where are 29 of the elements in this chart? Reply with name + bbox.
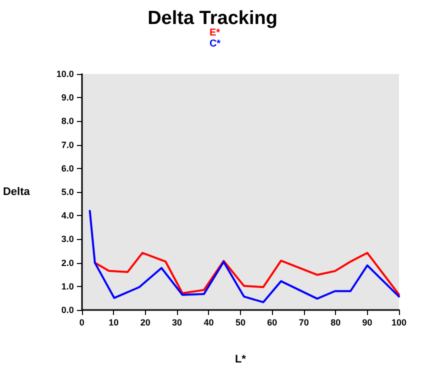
- y-tick-label: 5.0: [61, 187, 74, 197]
- y-tick-label: 4.0: [61, 210, 74, 221]
- line-series: [94, 252, 400, 296]
- x-tick-label: 80: [330, 318, 341, 328]
- x-axis-title: L*: [234, 354, 247, 366]
- x-tick-label: 0: [79, 318, 84, 328]
- x-tick-label: 70: [298, 318, 309, 328]
- text: C*: [209, 38, 221, 50]
- x-tick-label: 90: [362, 318, 372, 328]
- x-tick-label: 50: [235, 318, 246, 328]
- x-tick-label: 10: [108, 318, 119, 328]
- x-tick-label: 30: [172, 318, 182, 328]
- x-tick-label: 20: [140, 318, 150, 328]
- y-axis-title: Delta: [2, 186, 31, 198]
- y-tick-label: 1.0: [61, 281, 74, 292]
- chart-title: Delta Tracking: [148, 8, 278, 29]
- x-tick-label: 40: [204, 318, 214, 328]
- y-tick-label: 10.0: [56, 69, 74, 79]
- text: E*: [209, 28, 220, 38]
- y-tick-label: 0.0: [61, 305, 74, 315]
- line-series: [88, 210, 400, 304]
- y-tick-label: 3.0: [61, 234, 74, 244]
- y-tick-label: 9.0: [61, 92, 74, 103]
- y-tick-label: 6.0: [61, 163, 74, 174]
- y-tick-label: 2.0: [61, 258, 74, 268]
- x-tick-label: 60: [267, 318, 278, 328]
- y-tick-label: 8.0: [61, 116, 74, 126]
- y-tick-label: 7.0: [61, 140, 74, 150]
- x-tick-label: 100: [391, 318, 407, 328]
